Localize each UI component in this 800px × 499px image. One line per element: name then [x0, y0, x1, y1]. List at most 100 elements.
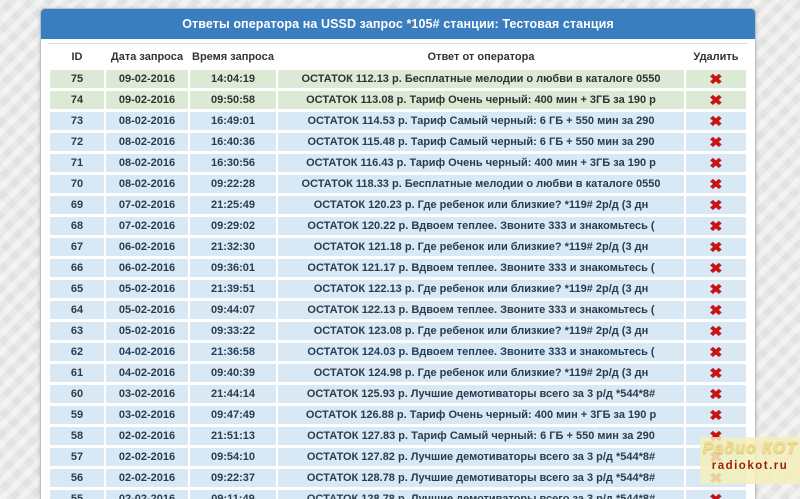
cell-id: 65 — [50, 280, 104, 298]
panel-title: Ответы оператора на USSD запрос *105# ст… — [182, 17, 614, 31]
table-row: 62 04-02-2016 21:36:58 ОСТАТОК 124.03 р.… — [50, 343, 746, 361]
delete-icon[interactable]: ✖ — [709, 385, 723, 402]
cell-id: 67 — [50, 238, 104, 256]
delete-icon[interactable]: ✖ — [709, 133, 723, 150]
cell-delete: ✖ — [686, 406, 746, 424]
table-row: 72 08-02-2016 16:40:36 ОСТАТОК 115.48 р.… — [50, 133, 746, 151]
cell-time: 21:44:14 — [190, 385, 276, 403]
cell-answer: ОСТАТОК 127.83 р. Тариф Самый черный: 6 … — [278, 427, 684, 445]
cell-date: 06-02-2016 — [106, 259, 188, 277]
cell-delete: ✖ — [686, 175, 746, 193]
cell-answer: ОСТАТОК 121.17 р. Вдвоем теплее. Звоните… — [278, 259, 684, 277]
responses-table: ID Дата запроса Время запроса Ответ от о… — [48, 43, 748, 499]
cell-time: 09:36:01 — [190, 259, 276, 277]
table-row: 69 07-02-2016 21:25:49 ОСТАТОК 120.23 р.… — [50, 196, 746, 214]
cell-date: 05-02-2016 — [106, 280, 188, 298]
cell-id: 70 — [50, 175, 104, 193]
delete-icon[interactable]: ✖ — [709, 196, 723, 213]
col-header-answer: Ответ от оператора — [278, 47, 684, 67]
panel-content: ID Дата запроса Время запроса Ответ от о… — [41, 39, 755, 499]
table-row: 63 05-02-2016 09:33:22 ОСТАТОК 123.08 р.… — [50, 322, 746, 340]
cell-answer: ОСТАТОК 112.13 р. Бесплатные мелодии о л… — [278, 70, 684, 88]
cell-time: 09:11:49 — [190, 490, 276, 499]
cell-date: 04-02-2016 — [106, 364, 188, 382]
cell-time: 09:44:07 — [190, 301, 276, 319]
cell-delete: ✖ — [686, 196, 746, 214]
cell-time: 21:32:30 — [190, 238, 276, 256]
delete-icon[interactable]: ✖ — [709, 70, 723, 87]
cell-answer: ОСТАТОК 114.53 р. Тариф Самый черный: 6 … — [278, 112, 684, 130]
delete-icon[interactable]: ✖ — [709, 364, 723, 381]
delete-icon[interactable]: ✖ — [709, 259, 723, 276]
cell-id: 55 — [50, 490, 104, 499]
delete-icon[interactable]: ✖ — [709, 154, 723, 171]
cell-time: 16:49:01 — [190, 112, 276, 130]
cell-date: 02-02-2016 — [106, 448, 188, 466]
cell-date: 04-02-2016 — [106, 343, 188, 361]
cell-date: 09-02-2016 — [106, 70, 188, 88]
cell-delete: ✖ — [686, 364, 746, 382]
cell-answer: ОСТАТОК 128.78 р. Лучшие демотиваторы вс… — [278, 469, 684, 487]
cell-delete: ✖ — [686, 238, 746, 256]
cell-id: 68 — [50, 217, 104, 235]
cell-delete: ✖ — [686, 490, 746, 499]
col-header-delete: Удалить — [686, 47, 746, 67]
cell-time: 21:51:13 — [190, 427, 276, 445]
cell-time: 21:25:49 — [190, 196, 276, 214]
cell-id: 75 — [50, 70, 104, 88]
cell-date: 02-02-2016 — [106, 490, 188, 499]
table-row: 74 09-02-2016 09:50:58 ОСТАТОК 113.08 р.… — [50, 91, 746, 109]
delete-icon[interactable]: ✖ — [709, 238, 723, 255]
cell-date: 07-02-2016 — [106, 217, 188, 235]
cell-answer: ОСТАТОК 125.93 р. Лучшие демотиваторы вс… — [278, 385, 684, 403]
cell-date: 07-02-2016 — [106, 196, 188, 214]
cell-answer: ОСТАТОК 115.48 р. Тариф Самый черный: 6 … — [278, 133, 684, 151]
cell-answer: ОСТАТОК 120.23 р. Где ребенок или близки… — [278, 196, 684, 214]
table-row: 65 05-02-2016 21:39:51 ОСТАТОК 122.13 р.… — [50, 280, 746, 298]
cell-date: 02-02-2016 — [106, 427, 188, 445]
cell-answer: ОСТАТОК 113.08 р. Тариф Очень черный: 40… — [278, 91, 684, 109]
delete-icon[interactable]: ✖ — [709, 490, 723, 499]
cell-delete: ✖ — [686, 322, 746, 340]
cell-date: 02-02-2016 — [106, 469, 188, 487]
cell-delete: ✖ — [686, 112, 746, 130]
cell-id: 60 — [50, 385, 104, 403]
cell-date: 08-02-2016 — [106, 133, 188, 151]
delete-icon[interactable]: ✖ — [709, 112, 723, 129]
cell-time: 21:36:58 — [190, 343, 276, 361]
cell-answer: ОСТАТОК 121.18 р. Где ребенок или близки… — [278, 238, 684, 256]
cell-date: 05-02-2016 — [106, 322, 188, 340]
delete-icon[interactable]: ✖ — [709, 343, 723, 360]
cell-time: 09:40:39 — [190, 364, 276, 382]
ussd-responses-panel: Ответы оператора на USSD запрос *105# ст… — [40, 8, 756, 499]
cell-delete: ✖ — [686, 301, 746, 319]
cell-date: 09-02-2016 — [106, 91, 188, 109]
table-row: 60 03-02-2016 21:44:14 ОСТАТОК 125.93 р.… — [50, 385, 746, 403]
cell-id: 71 — [50, 154, 104, 172]
cell-answer: ОСТАТОК 128.78 р. Лучшие демотиваторы вс… — [278, 490, 684, 499]
cell-date: 03-02-2016 — [106, 406, 188, 424]
cell-id: 74 — [50, 91, 104, 109]
watermark-url: radiokot.ru — [711, 460, 789, 472]
delete-icon[interactable]: ✖ — [709, 91, 723, 108]
cell-date: 03-02-2016 — [106, 385, 188, 403]
cell-answer: ОСТАТОК 118.33 р. Бесплатные мелодии о л… — [278, 175, 684, 193]
cell-answer: ОСТАТОК 124.98 р. Где ребенок или близки… — [278, 364, 684, 382]
delete-icon[interactable]: ✖ — [709, 406, 723, 423]
cell-id: 64 — [50, 301, 104, 319]
cell-delete: ✖ — [686, 217, 746, 235]
cell-time: 21:39:51 — [190, 280, 276, 298]
delete-icon[interactable]: ✖ — [709, 175, 723, 192]
delete-icon[interactable]: ✖ — [709, 301, 723, 318]
cell-time: 09:50:58 — [190, 91, 276, 109]
table-row: 58 02-02-2016 21:51:13 ОСТАТОК 127.83 р.… — [50, 427, 746, 445]
cell-delete: ✖ — [686, 91, 746, 109]
panel-title-bar: Ответы оператора на USSD запрос *105# ст… — [41, 9, 755, 39]
delete-icon[interactable]: ✖ — [709, 280, 723, 297]
delete-icon[interactable]: ✖ — [709, 322, 723, 339]
cell-time: 09:22:28 — [190, 175, 276, 193]
cell-date: 08-02-2016 — [106, 112, 188, 130]
delete-icon[interactable]: ✖ — [709, 217, 723, 234]
cell-time: 14:04:19 — [190, 70, 276, 88]
